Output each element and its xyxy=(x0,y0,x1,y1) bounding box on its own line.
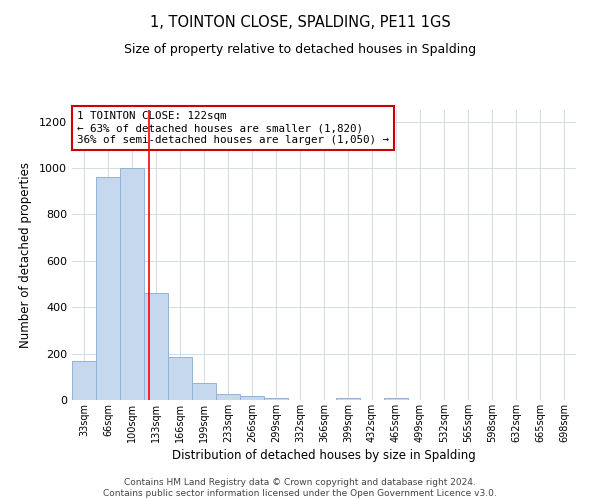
Bar xyxy=(193,382,215,400)
Bar xyxy=(385,398,407,400)
Bar xyxy=(73,360,95,400)
Text: Contains HM Land Registry data © Crown copyright and database right 2024.
Contai: Contains HM Land Registry data © Crown c… xyxy=(103,478,497,498)
Bar xyxy=(121,168,143,400)
Y-axis label: Number of detached properties: Number of detached properties xyxy=(19,162,32,348)
Bar xyxy=(217,394,239,400)
Text: 1 TOINTON CLOSE: 122sqm
← 63% of detached houses are smaller (1,820)
36% of semi: 1 TOINTON CLOSE: 122sqm ← 63% of detache… xyxy=(77,112,389,144)
Bar xyxy=(145,294,167,400)
Bar xyxy=(97,178,119,400)
Bar xyxy=(169,357,191,400)
X-axis label: Distribution of detached houses by size in Spalding: Distribution of detached houses by size … xyxy=(172,449,476,462)
Text: Size of property relative to detached houses in Spalding: Size of property relative to detached ho… xyxy=(124,42,476,56)
Bar xyxy=(241,396,263,400)
Bar xyxy=(265,398,287,400)
Bar xyxy=(337,398,359,400)
Text: 1, TOINTON CLOSE, SPALDING, PE11 1GS: 1, TOINTON CLOSE, SPALDING, PE11 1GS xyxy=(149,15,451,30)
